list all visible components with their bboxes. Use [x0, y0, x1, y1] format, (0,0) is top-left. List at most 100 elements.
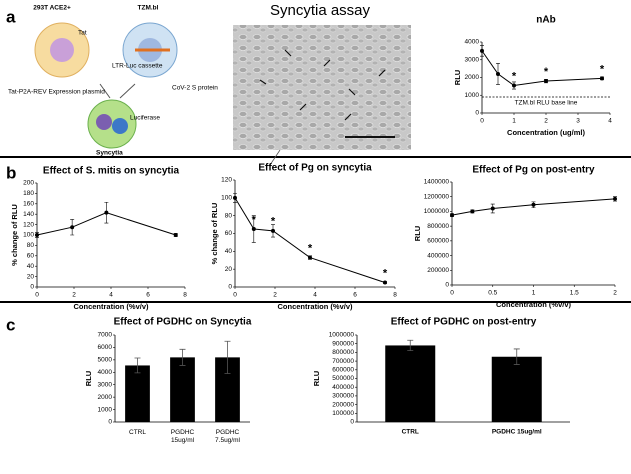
y-tick-label: 80 [27, 242, 35, 249]
x-tick-label: 4 [313, 292, 317, 299]
bar [491, 356, 542, 422]
y-tick-label: 60 [225, 230, 233, 237]
y-axis-label: % change of RLU [210, 203, 219, 265]
marker [470, 209, 475, 214]
error-bar [134, 357, 141, 374]
y-tick-label: 500000 [332, 375, 354, 382]
marker [544, 79, 548, 84]
y-tick-label: 200 [23, 180, 34, 187]
x-axis-label: Concentration (ug/ml) [507, 128, 585, 137]
y-tick-label: 3000 [98, 381, 113, 388]
x-tick-label: 6 [146, 292, 150, 299]
y-tick-label: 600000 [332, 367, 354, 374]
bar [170, 357, 195, 422]
panel-label: b [6, 163, 16, 182]
label: CoV-2 S protein [172, 85, 218, 92]
x-tick-label: 3 [576, 118, 580, 125]
error-bar [513, 348, 520, 365]
y-tick-label: 0 [475, 110, 479, 117]
y-tick-label: 7000 [98, 332, 113, 339]
y-axis-label: RLU [84, 371, 93, 386]
y-tick-label: 120 [23, 221, 34, 228]
y-tick-label: 2000 [98, 394, 113, 401]
marker [490, 206, 495, 211]
annotation: * [271, 216, 276, 228]
annotation: * [512, 70, 517, 82]
x-tick-label: 1.5 [570, 290, 579, 297]
y-tick-label: 4000 [98, 369, 113, 376]
label: TZM.bl [138, 5, 159, 12]
y-tick-label: 1000000 [424, 208, 450, 215]
marker [70, 225, 75, 230]
marker [271, 228, 275, 233]
y-tick-label: 800000 [427, 223, 449, 230]
y-tick-label: 300000 [332, 393, 354, 400]
x-tick-label: 8 [183, 292, 187, 299]
marker [531, 202, 536, 207]
chart-title: Effect of PGDHC on Syncytia [114, 317, 252, 328]
y-tick-label: 900000 [332, 340, 354, 347]
cell [87, 99, 137, 149]
y-tick-label: 60 [27, 253, 35, 260]
y-tick-label: 20 [225, 266, 233, 273]
x-tick-label: 4 [608, 118, 612, 125]
marker [613, 196, 617, 201]
y-tick-label: 1200000 [424, 193, 450, 200]
y-tick-label: 800000 [332, 349, 354, 356]
micrograph [233, 25, 411, 150]
x-axis-label: Concentration (%v/v) [277, 302, 353, 311]
marker [104, 210, 109, 215]
marker [173, 233, 178, 237]
baseline-label: TZM.bl RLU base line [515, 100, 578, 107]
label: Syncytia [96, 150, 123, 157]
bar [385, 345, 436, 422]
diagram: 293T ACE2+ TZM.bl Tat LTR-Luc cassette T… [8, 5, 218, 157]
nucleus [50, 38, 74, 62]
y-tick-label: 2000 [465, 74, 480, 81]
x-tick-label: 0 [480, 118, 484, 125]
error-bar [179, 348, 186, 366]
label: Tat-P2A-REV Expression plasmid [8, 89, 105, 96]
y-tick-label: 0 [108, 419, 112, 426]
line [481, 50, 603, 87]
chart-title: Effect of S. mitis on syncytia [43, 166, 180, 177]
annotation: * [383, 267, 388, 279]
annotation: * [600, 63, 605, 75]
y-tick-label: 20 [27, 273, 35, 280]
panel-label: c [6, 315, 15, 334]
x-tick-label: 2 [613, 290, 617, 297]
y-tick-label: 0 [445, 282, 449, 289]
x-axis-label: Concentration (%v/v) [496, 300, 572, 309]
x-axis-label: Concentration (%v/v) [73, 302, 149, 311]
chart-title: Effect of PGDHC on post-entry [391, 317, 537, 328]
y-tick-label: 100 [23, 232, 34, 239]
y-tick-label: 40 [27, 263, 35, 270]
y-axis-label: RLU [453, 70, 462, 85]
y-tick-label: 0 [350, 419, 354, 426]
marker [600, 76, 604, 81]
x-tick-label: PGDHC 7.5ug/ml [215, 429, 240, 444]
y-tick-label: 400000 [427, 252, 449, 259]
marker [512, 83, 516, 88]
error-bar [224, 340, 231, 374]
marker [383, 280, 387, 285]
y-tick-label: 40 [225, 248, 233, 255]
micrograph-title: Syncytia assay [270, 2, 371, 19]
chart-title: Effect of Pg on post-entry [472, 165, 595, 176]
arrows [259, 49, 395, 166]
y-tick-label: 700000 [332, 358, 354, 365]
line [36, 212, 176, 236]
y-tick-label: 0 [228, 284, 232, 291]
y-tick-label: 4000 [465, 39, 480, 46]
y-tick-label: 180 [23, 190, 34, 197]
y-tick-label: 200000 [332, 401, 354, 408]
bar [125, 365, 150, 422]
y-tick-label: 6000 [98, 344, 113, 351]
x-tick-label: 2 [273, 292, 277, 299]
label: LTR-Luc cassette [112, 63, 163, 70]
chart-title: nAb [536, 15, 555, 26]
y-tick-label: 0 [30, 284, 34, 291]
x-tick-label: 0 [35, 292, 39, 299]
y-axis-label: RLU [413, 226, 422, 241]
